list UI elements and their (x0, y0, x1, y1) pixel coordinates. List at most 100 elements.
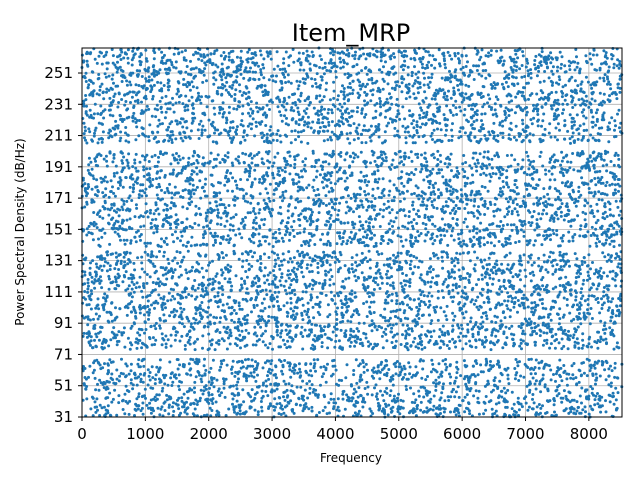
data-point (246, 364, 250, 368)
data-point (92, 177, 96, 181)
data-point (270, 388, 274, 392)
data-point (130, 227, 134, 231)
data-point (128, 302, 132, 306)
data-point (246, 252, 250, 256)
data-point (289, 141, 293, 145)
data-point (332, 96, 336, 100)
data-point (238, 232, 242, 236)
data-point (394, 152, 398, 156)
data-point (341, 65, 345, 69)
data-point (375, 261, 379, 265)
data-point (386, 82, 390, 86)
data-point (338, 236, 342, 240)
data-point (234, 88, 238, 92)
data-point (246, 57, 250, 61)
data-point (260, 389, 264, 393)
data-point (251, 226, 255, 230)
data-point (275, 328, 279, 332)
data-point (390, 86, 394, 90)
data-point (231, 60, 235, 64)
data-point (218, 394, 222, 398)
data-point (91, 238, 95, 242)
data-point (93, 102, 97, 106)
data-point (221, 303, 225, 307)
data-point (134, 83, 138, 87)
data-point (317, 211, 321, 215)
data-point (165, 151, 168, 155)
data-point (280, 236, 284, 240)
data-point (239, 49, 243, 53)
data-point (143, 270, 147, 274)
data-point (267, 256, 271, 259)
data-point (125, 250, 129, 254)
data-point (91, 414, 95, 418)
data-point (191, 358, 195, 362)
data-point (214, 200, 218, 204)
data-point (361, 361, 365, 364)
data-point (187, 72, 190, 76)
data-point (180, 234, 184, 238)
data-point (386, 230, 390, 234)
data-point (330, 130, 334, 134)
data-point (343, 95, 347, 99)
data-point (323, 332, 327, 336)
data-point (162, 254, 166, 258)
data-point (161, 61, 165, 65)
data-point (148, 371, 152, 374)
data-point (203, 324, 207, 328)
data-point (275, 387, 279, 391)
data-point (329, 223, 333, 227)
data-point (231, 164, 235, 167)
data-point (324, 380, 328, 384)
data-point (276, 325, 279, 329)
data-point (144, 328, 148, 331)
data-point (363, 90, 367, 94)
data-point (240, 252, 244, 256)
data-point (174, 101, 178, 105)
data-point (201, 156, 205, 160)
data-point (298, 231, 302, 235)
data-point (118, 183, 122, 187)
data-point (307, 373, 311, 377)
data-point (372, 208, 376, 212)
data-point (340, 132, 344, 136)
data-point (153, 343, 157, 346)
data-point (344, 110, 348, 114)
data-point (328, 135, 332, 139)
data-point (238, 89, 242, 93)
data-point (133, 215, 137, 219)
data-point (288, 172, 292, 176)
data-point (83, 367, 87, 370)
data-point (235, 80, 239, 84)
data-point (160, 96, 164, 100)
data-point (277, 264, 281, 268)
data-point (136, 229, 140, 233)
data-point (384, 298, 388, 302)
data-point (185, 271, 189, 275)
data-point (110, 77, 114, 81)
data-point (383, 115, 387, 119)
data-point (385, 371, 389, 375)
data-point (235, 132, 238, 136)
data-point (129, 369, 133, 373)
data-point (222, 325, 226, 329)
data-point (96, 164, 100, 168)
data-point (328, 278, 332, 282)
data-point (264, 379, 268, 383)
data-point (87, 224, 91, 228)
data-point (124, 384, 128, 388)
data-point (130, 310, 133, 314)
data-point (205, 310, 209, 314)
data-point (354, 279, 358, 283)
data-point (95, 358, 99, 362)
data-point (114, 277, 118, 281)
data-point (170, 138, 174, 142)
data-point (191, 154, 195, 158)
data-point (101, 90, 105, 94)
data-point (181, 296, 185, 300)
data-point (235, 107, 239, 111)
data-point (172, 65, 176, 69)
data-point (114, 119, 118, 123)
data-point (349, 340, 353, 344)
data-point (339, 60, 343, 64)
